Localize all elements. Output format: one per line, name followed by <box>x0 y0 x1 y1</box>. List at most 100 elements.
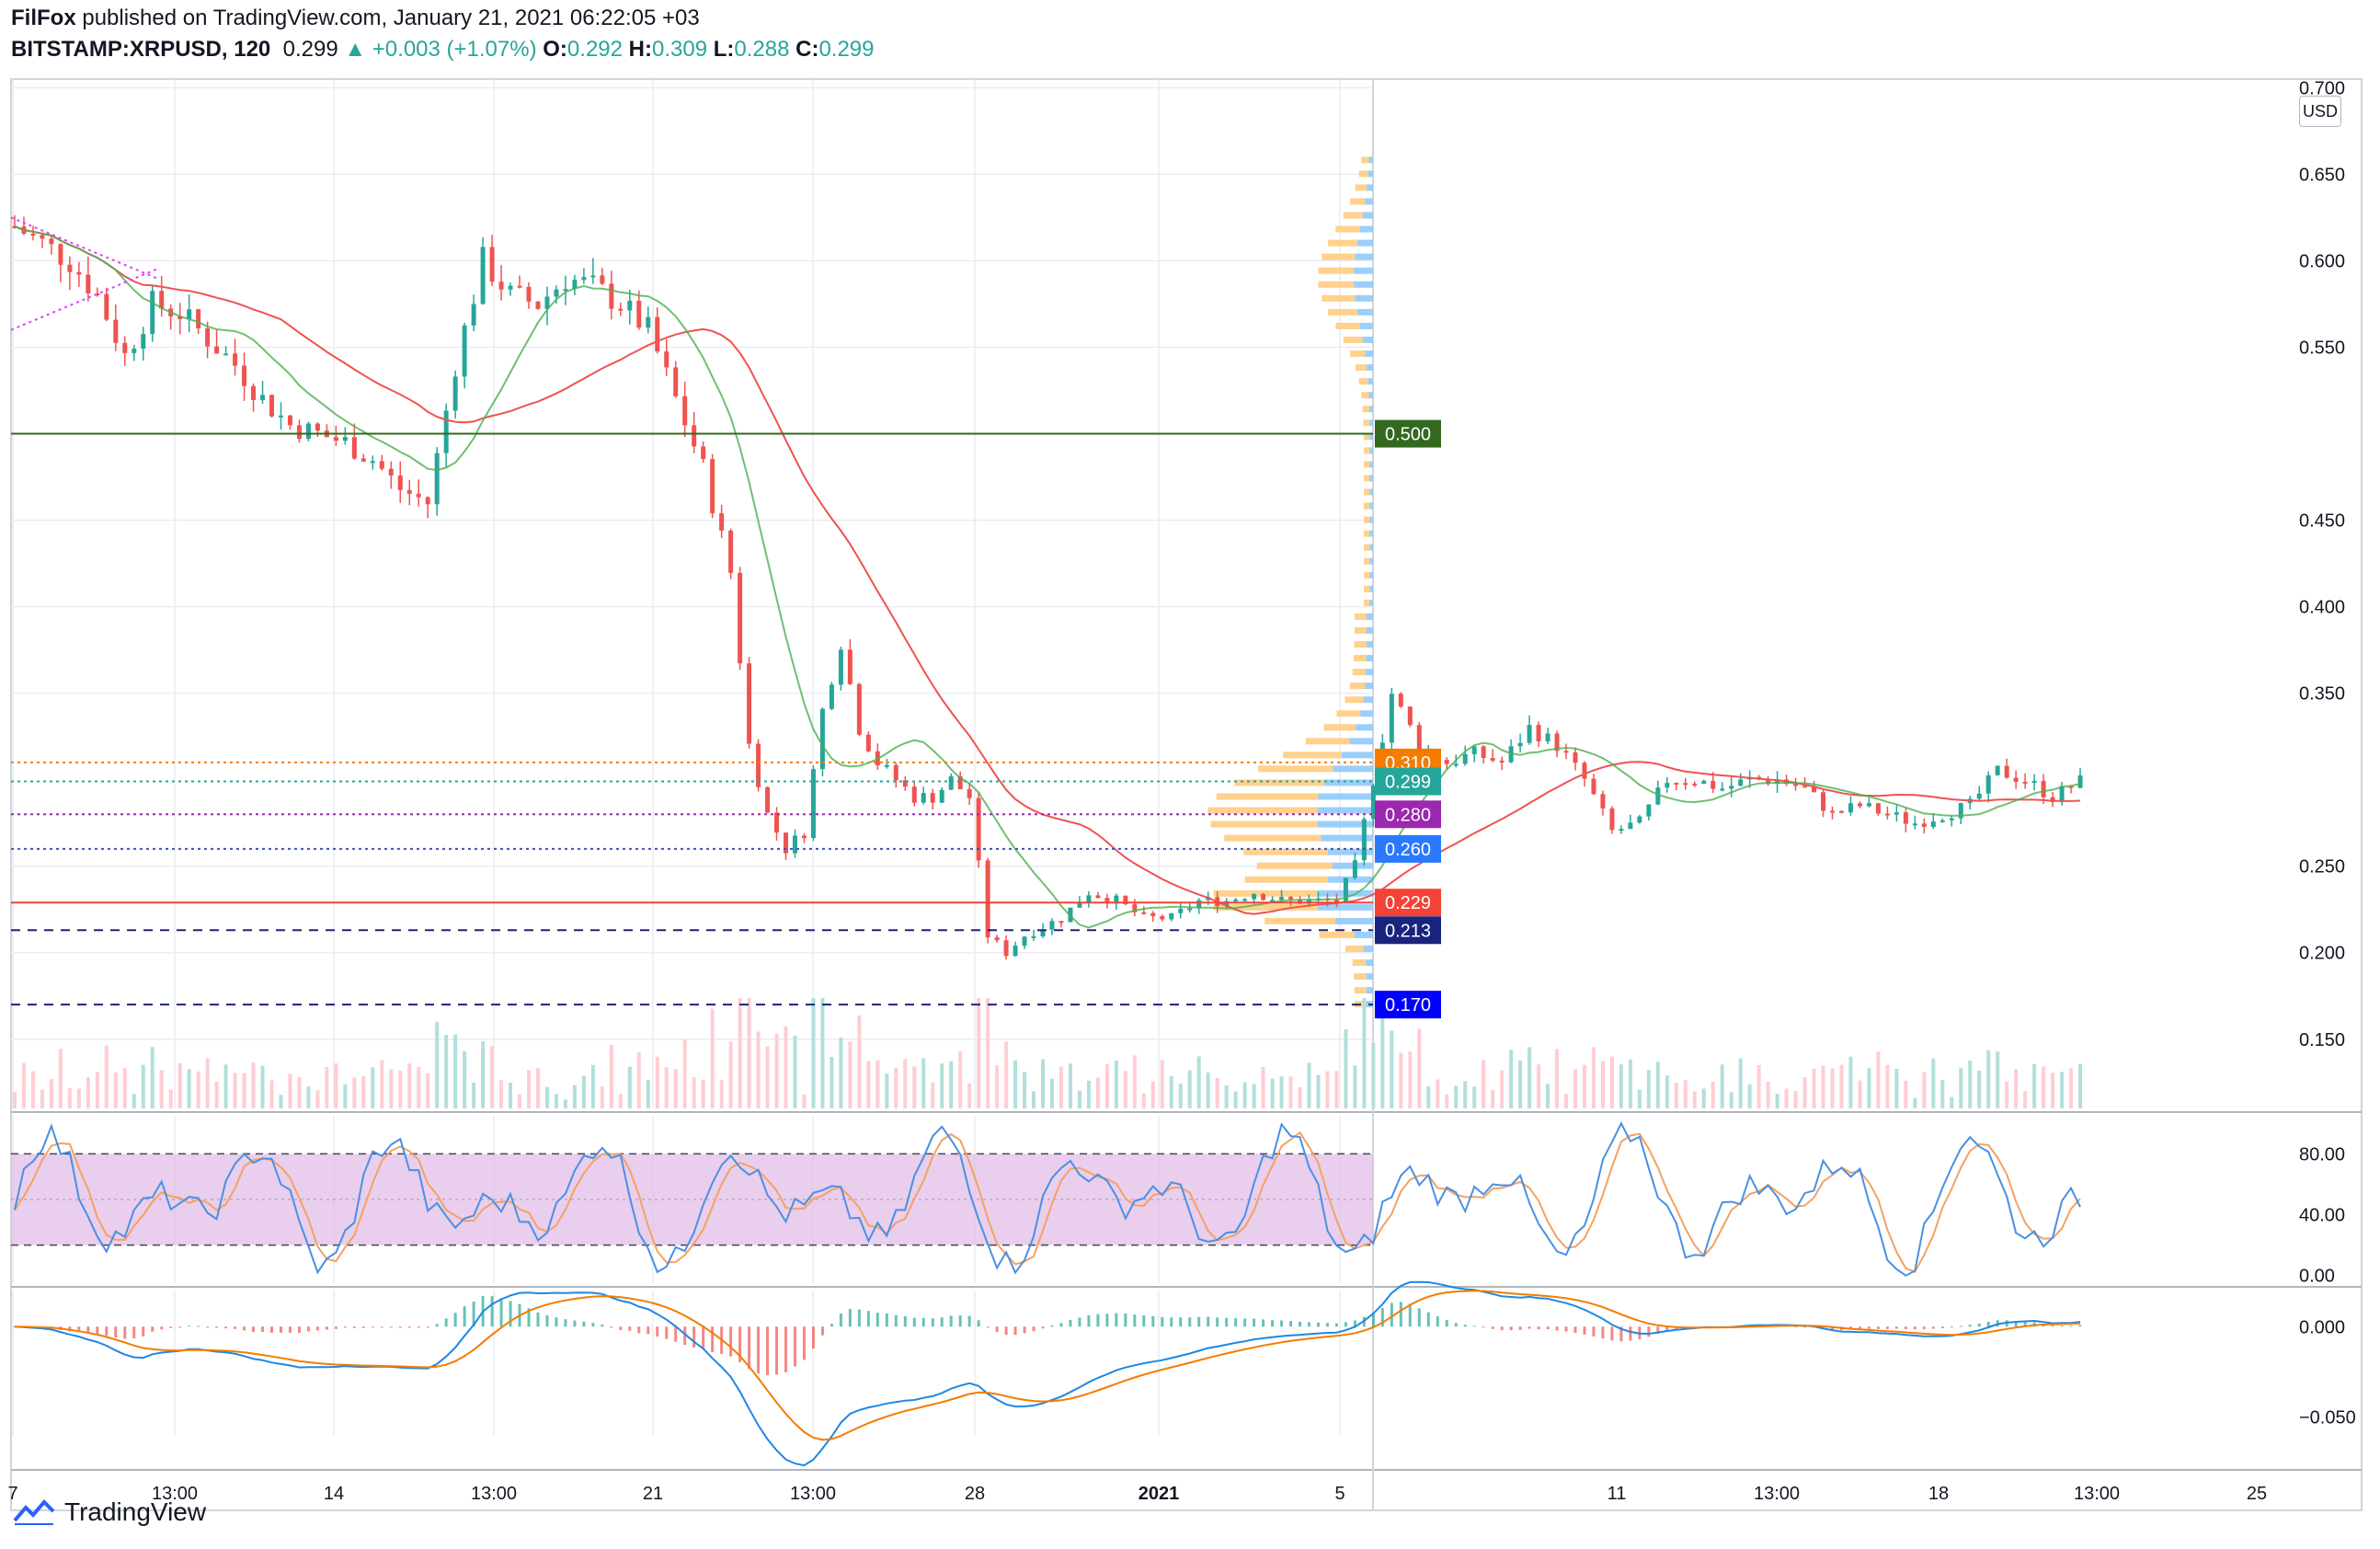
volume-bar <box>380 1060 384 1108</box>
volume-bar <box>618 1094 623 1108</box>
volume-bar <box>1821 1065 1825 1108</box>
volume-bar <box>132 1094 136 1108</box>
candle-body <box>1160 916 1165 920</box>
volume-profile-bar <box>1368 392 1373 399</box>
x-tick-label: 11 <box>1608 1484 1627 1504</box>
volume-bar <box>177 1062 182 1108</box>
volume-bar <box>325 1066 329 1108</box>
candle-body <box>1875 803 1881 814</box>
volume-profile-bar <box>1354 973 1367 981</box>
volume-profile-bar <box>1363 461 1370 468</box>
volume-bar <box>251 1062 256 1108</box>
volume-profile-bar <box>1210 820 1318 828</box>
volume-bar <box>233 1073 237 1108</box>
volume-profile-bar <box>1364 530 1370 537</box>
volume-bar <box>426 1073 430 1108</box>
macd-histogram-bar <box>1316 1322 1320 1327</box>
candle-body <box>269 395 275 417</box>
volume-bar <box>738 998 742 1108</box>
macd-histogram-bar <box>1803 1326 1807 1328</box>
macd-histogram-bar <box>1344 1322 1347 1327</box>
volume-profile-bar <box>1366 640 1373 648</box>
candle-body <box>1729 786 1734 789</box>
volume-bar <box>1132 1055 1137 1108</box>
volume-bar <box>1224 1085 1229 1108</box>
volume-bar <box>352 1077 357 1108</box>
macd-histogram-bar <box>656 1326 659 1337</box>
macd-histogram-bar <box>1151 1315 1155 1327</box>
macd-histogram-bar <box>1115 1313 1118 1327</box>
volume-bar <box>343 1084 348 1108</box>
volume-bar <box>1344 1029 1348 1108</box>
y-tick-label: 0.250 <box>2299 857 2345 878</box>
candle-body <box>1462 753 1468 764</box>
candle-body <box>738 572 743 664</box>
macd-histogram-bar <box>1105 1314 1109 1327</box>
last-price: 0.299 <box>282 37 338 62</box>
macd-histogram-bar <box>1188 1317 1192 1327</box>
candle-body <box>526 286 532 302</box>
macd-histogram-bar <box>444 1318 448 1327</box>
macd-histogram-bar <box>811 1326 815 1349</box>
volume-bar <box>1426 1086 1431 1108</box>
candle-body <box>728 530 734 573</box>
volume-bar <box>977 998 981 1108</box>
volume-profile-bar <box>1367 170 1373 178</box>
candle-body <box>104 293 109 320</box>
candle-body <box>1252 893 1257 900</box>
volume-profile-bar <box>1318 820 1373 828</box>
candle-body <box>1187 908 1193 911</box>
candle-body <box>535 301 541 309</box>
currency-button[interactable]: USD <box>2299 96 2341 127</box>
tradingview-brand[interactable]: TradingView <box>13 1497 206 1527</box>
macd-histogram-bar <box>967 1315 971 1327</box>
candle-body <box>2068 786 2074 788</box>
macd-histogram-bar <box>1885 1326 1889 1329</box>
volume-bar <box>159 1070 164 1108</box>
candle-body <box>508 285 513 290</box>
macd-histogram-bar <box>802 1326 806 1360</box>
macd-histogram-bar <box>1867 1326 1871 1329</box>
candle-body <box>1838 810 1844 813</box>
macd-histogram-bar <box>912 1317 916 1327</box>
candle-body <box>921 793 926 803</box>
macd-histogram-bar <box>1142 1314 1146 1327</box>
volume-bar <box>205 1058 210 1108</box>
volume-bar <box>1537 1064 1541 1108</box>
volume-profile-bar <box>1366 959 1373 967</box>
volume-profile-bar <box>1352 959 1367 967</box>
volume-bar <box>719 1080 724 1108</box>
macd-histogram-bar <box>352 1326 356 1328</box>
candle-body <box>214 346 220 354</box>
volume-profile-bar <box>1369 406 1373 413</box>
macd-histogram-bar <box>748 1326 751 1370</box>
volume-bar <box>490 1046 495 1108</box>
macd-histogram-bar <box>1087 1314 1091 1327</box>
candle-body <box>1701 780 1707 784</box>
volume-profile-bar <box>1234 779 1325 786</box>
volume-bar <box>1858 1080 1862 1108</box>
macd-histogram-bar <box>306 1326 310 1332</box>
volume-bar <box>756 1031 761 1108</box>
volume-bar <box>1802 1077 1807 1108</box>
volume-bar <box>279 1095 283 1108</box>
volume-profile-bar <box>1283 752 1342 759</box>
candle-body <box>150 291 155 335</box>
volume-profile-bar <box>1369 557 1373 565</box>
price-change: ▲ +0.003 (+1.07%) <box>344 37 537 62</box>
candle-body <box>425 497 430 505</box>
macd-histogram-bar <box>1308 1322 1311 1327</box>
macd-histogram-bar <box>1371 1313 1375 1327</box>
macd-histogram-bar <box>1445 1320 1448 1327</box>
volume-bar <box>472 1082 476 1108</box>
candle-body <box>1013 946 1018 957</box>
candle-body <box>49 238 54 245</box>
volume-profile-bar <box>1369 502 1373 510</box>
macd-histogram-bar <box>830 1324 833 1327</box>
candle-body <box>563 289 568 292</box>
candle-body <box>1261 893 1266 901</box>
x-tick-label: 13:00 <box>152 1484 198 1504</box>
candle-body <box>1307 899 1312 904</box>
publisher-name: FilFox <box>11 6 76 30</box>
